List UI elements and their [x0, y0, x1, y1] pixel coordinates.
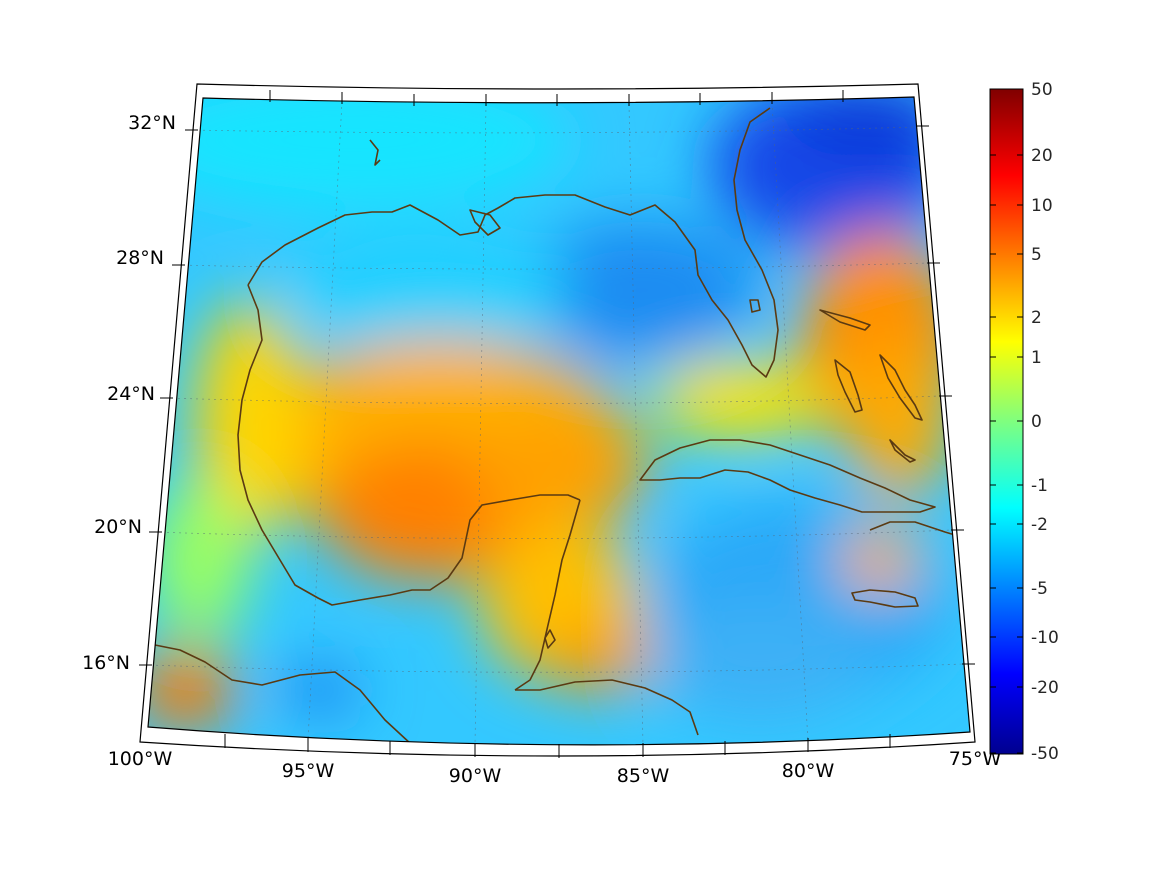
lon-label-95: 95°W — [282, 760, 335, 782]
lon-label-85: 85°W — [617, 765, 670, 787]
colorbar-label: 0 — [1031, 412, 1042, 432]
lat-label-32: 32°N — [128, 112, 176, 134]
map-frame — [139, 83, 976, 758]
lat-label-16: 16°N — [82, 652, 130, 674]
colorbar-label: 10 — [1031, 196, 1053, 216]
colorbar-label: -2 — [1031, 515, 1048, 535]
lat-labels: 32°N 28°N 24°N 20°N 16°N — [82, 112, 176, 674]
map-field — [148, 97, 970, 745]
lon-labels: 100°W 95°W 90°W 85°W 80°W 75°W — [108, 748, 1002, 787]
colorbar-label: -1 — [1031, 476, 1048, 496]
lat-label-28: 28°N — [116, 247, 164, 269]
graticule — [149, 100, 964, 745]
lon-label-100: 100°W — [108, 748, 173, 770]
colorbar-ticks — [990, 88, 1023, 754]
colorbar-label: 5 — [1031, 245, 1042, 265]
colorbar-label: 2 — [1031, 308, 1042, 328]
colorbar-label: 50 — [1031, 80, 1053, 100]
colorbar-label: 1 — [1031, 348, 1042, 368]
colorbar-label: -50 — [1031, 744, 1059, 764]
lat-label-24: 24°N — [107, 383, 155, 405]
colorbar-label: -5 — [1031, 579, 1048, 599]
lat-label-20: 20°N — [94, 516, 142, 538]
coastlines — [154, 107, 956, 745]
lon-label-90: 90°W — [449, 765, 502, 787]
lon-label-75: 75°W — [949, 748, 1002, 770]
colorbar-label: -20 — [1031, 678, 1059, 698]
colorbar-label: -10 — [1031, 628, 1059, 648]
colorbar-label: 20 — [1031, 146, 1053, 166]
lon-label-80: 80°W — [782, 760, 835, 782]
